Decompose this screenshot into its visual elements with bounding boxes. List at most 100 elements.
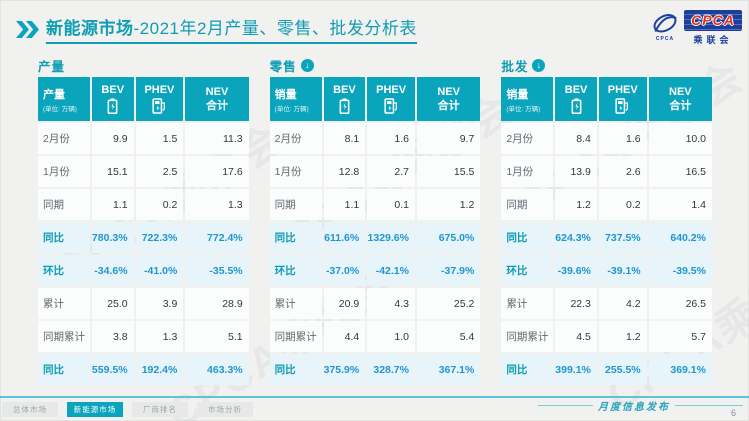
down-arrow-icon: ↓ [532,58,546,72]
row-label: 2月份 [501,123,554,154]
cell-value: -34.6% [91,255,134,286]
cell-value: -37.0% [323,255,366,286]
cell-value: 328.7% [367,354,415,385]
cell-value: 5.4 [416,321,481,352]
data-table: 销量 (单位: 万辆) BEV PHEV NEV 合计 2月份 8.4 1.6 10.0 1月份 1… [501,77,712,385]
row-label: 环比 [501,255,554,286]
header-cell-bev: BEV [323,77,366,121]
cell-value: 15.1 [91,156,134,187]
column-label-bev: BEV [564,84,588,97]
header-cell-bev: BEV [91,77,134,121]
cpca-chinese-name: 乘联会 [693,35,733,45]
publish-caption: 月度信息发布 [538,398,743,413]
cell-value: 22.3 [555,288,597,319]
tab-overall-market[interactable]: 总体市场 [2,402,58,417]
header-cell-phev: PHEV [367,77,415,121]
cell-value: 5.7 [648,321,712,352]
row-label: 同比 [38,222,90,253]
cell-value: 15.5 [416,156,481,187]
page-title-market: 新能源市场 [46,19,134,38]
charging-station-icon [383,97,399,114]
table-production: 产量 产量 (单位: 万辆) BEV PHEV NEV 合计 2月份 9.9 1.5 11.3 1月… [38,57,249,385]
down-arrow-icon: ↓ [300,58,314,72]
cell-value: 192.4% [135,354,184,385]
cell-value: 5.1 [185,321,249,352]
header-cell-nev-total: NEV 合计 [185,77,249,121]
cell-value: -41.0% [135,255,184,286]
row-label: 环比 [38,255,90,286]
tab-nev-market[interactable]: 新能源市场 [67,402,123,417]
cell-value: 4.2 [598,288,647,319]
header-cell-nev-total: NEV 合计 [648,77,712,121]
header-cell-nev-total: NEV 合计 [416,77,481,121]
cell-value: 8.4 [555,123,597,154]
row-label: 累计 [501,288,554,319]
data-table: 销量 (单位: 万辆) BEV PHEV NEV 合计 2月份 8.1 1.6 9.7 1月份 12… [269,77,481,385]
cell-value: -35.5% [185,255,249,286]
cpca-logo-text: CPCA 乘联会 [684,10,742,46]
cell-value: 25.0 [91,288,134,319]
cell-value: 722.3% [135,222,184,253]
cell-value: 10.0 [648,123,712,154]
column-label-bev: BEV [101,84,125,97]
battery-icon [107,97,118,114]
page-number: 6 [730,408,736,418]
section-title: 产量 [38,59,66,74]
cell-value: 559.5% [91,354,134,385]
cell-value: 11.3 [185,123,249,154]
row-label: 同期累计 [38,321,90,352]
cell-value: 1.6 [598,123,647,154]
header-cell-bev: BEV [555,77,597,121]
cell-value: 675.0% [416,222,481,253]
cell-value: 772.4% [185,222,249,253]
cell-value: 2.6 [598,156,647,187]
row-label: 同比 [501,354,554,385]
row-label: 同比 [269,222,322,253]
table-retail: 零售 ↓ 销量 (单位: 万辆) BEV PHEV NEV 合计 2月份 8.1 1.6 9.7 1月… [269,57,481,385]
cell-value: 28.9 [185,288,249,319]
header-metric-label: 销量 [274,88,297,101]
cell-value: 375.9% [323,354,366,385]
cell-value: 624.3% [555,222,597,253]
tables-area: 产量 产量 (单位: 万辆) BEV PHEV NEV 合计 2月份 9.9 1.5 11.3 1月… [38,57,712,385]
header-metric-label: 销量 [506,88,529,101]
cell-value: 1.1 [91,189,134,220]
row-label: 2月份 [38,123,90,154]
tab-market-analysis[interactable]: 市场分析 [197,402,253,417]
cpca-swoosh-icon: CPCA [649,10,681,42]
column-label-bev: BEV [333,84,356,97]
cell-value: 1.0 [367,321,415,352]
row-label: 1月份 [501,156,554,187]
cell-value: 3.9 [135,288,184,319]
charging-station-icon [152,97,167,114]
cell-value: 16.5 [648,156,712,187]
double-chevron-icon [16,21,39,38]
cell-value: 2.7 [367,156,415,187]
tab-manufacturer-ranking[interactable]: 厂商排名 [132,402,188,417]
section-header: 零售 ↓ [269,57,481,74]
section-title: 零售 [269,59,297,74]
battery-icon [571,97,582,114]
cell-value: 1.6 [367,123,415,154]
caption-rule-right [675,405,743,406]
section-header: 产量 [38,57,249,74]
cell-value: 3.8 [91,321,134,352]
row-label: 累计 [38,288,90,319]
column-label-phev: PHEV [144,84,175,97]
battery-icon [339,97,350,114]
row-label: 同期累计 [269,321,322,352]
header-unit-label: (单位: 万辆) [274,105,309,113]
cell-value: 1329.6% [367,222,415,253]
cell-value: 2.5 [135,156,184,187]
cell-value: 0.2 [598,189,647,220]
row-label: 2月份 [269,123,322,154]
header-cell-phev: PHEV [135,77,184,121]
row-label: 同比 [269,354,322,385]
cell-value: 26.5 [648,288,712,319]
header-unit-label: (单位: 万辆) [43,105,77,113]
cell-value: 369.1% [648,354,712,385]
cell-value: 1.4 [648,189,712,220]
cpca-logo: CPCA CPCA 乘联会 [649,10,742,46]
header-unit-label: (单位: 万辆) [506,105,541,113]
cell-value: -37.9% [416,255,481,286]
